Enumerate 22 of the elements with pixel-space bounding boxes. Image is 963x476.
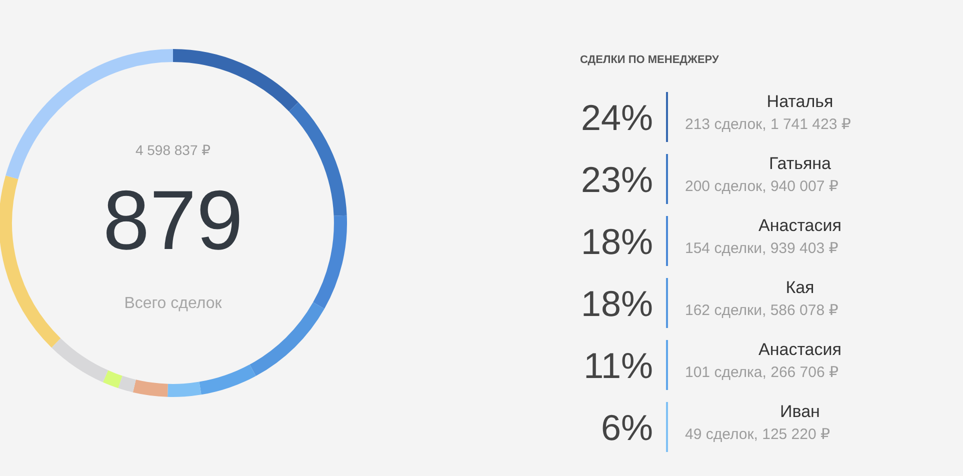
text: 23% [580, 159, 653, 200]
text: 18% [580, 221, 653, 262]
text: СДЕЛКИ ПО МЕНЕДЖЕРУ [580, 54, 719, 66]
text: 213 сделок, 1 741 423 ₽ [685, 115, 851, 135]
text: 154 сделки, 939 403 ₽ [685, 239, 838, 259]
text: 162 сделки, 586 078 ₽ [685, 301, 838, 321]
text: Иван [779, 402, 821, 422]
text: Анастасия [758, 340, 842, 360]
text: 6% [600, 407, 653, 448]
text: Анастасия [758, 216, 842, 236]
text: 879 [102, 172, 244, 269]
text: 4 598 837 ₽ [134, 141, 212, 160]
text: 11% [584, 345, 653, 386]
text: 49 сделок, 125 220 ₽ [685, 425, 830, 445]
text: Наталья [766, 92, 834, 112]
text: 24% [580, 97, 653, 138]
text: 18% [580, 283, 653, 324]
text: Кая [784, 278, 816, 298]
text: 200 сделок, 940 007 ₽ [685, 177, 838, 197]
text: 101 сделка, 266 706 ₽ [685, 363, 839, 383]
text: Гатьяна [768, 154, 832, 174]
text: Всего сделок [123, 294, 223, 314]
